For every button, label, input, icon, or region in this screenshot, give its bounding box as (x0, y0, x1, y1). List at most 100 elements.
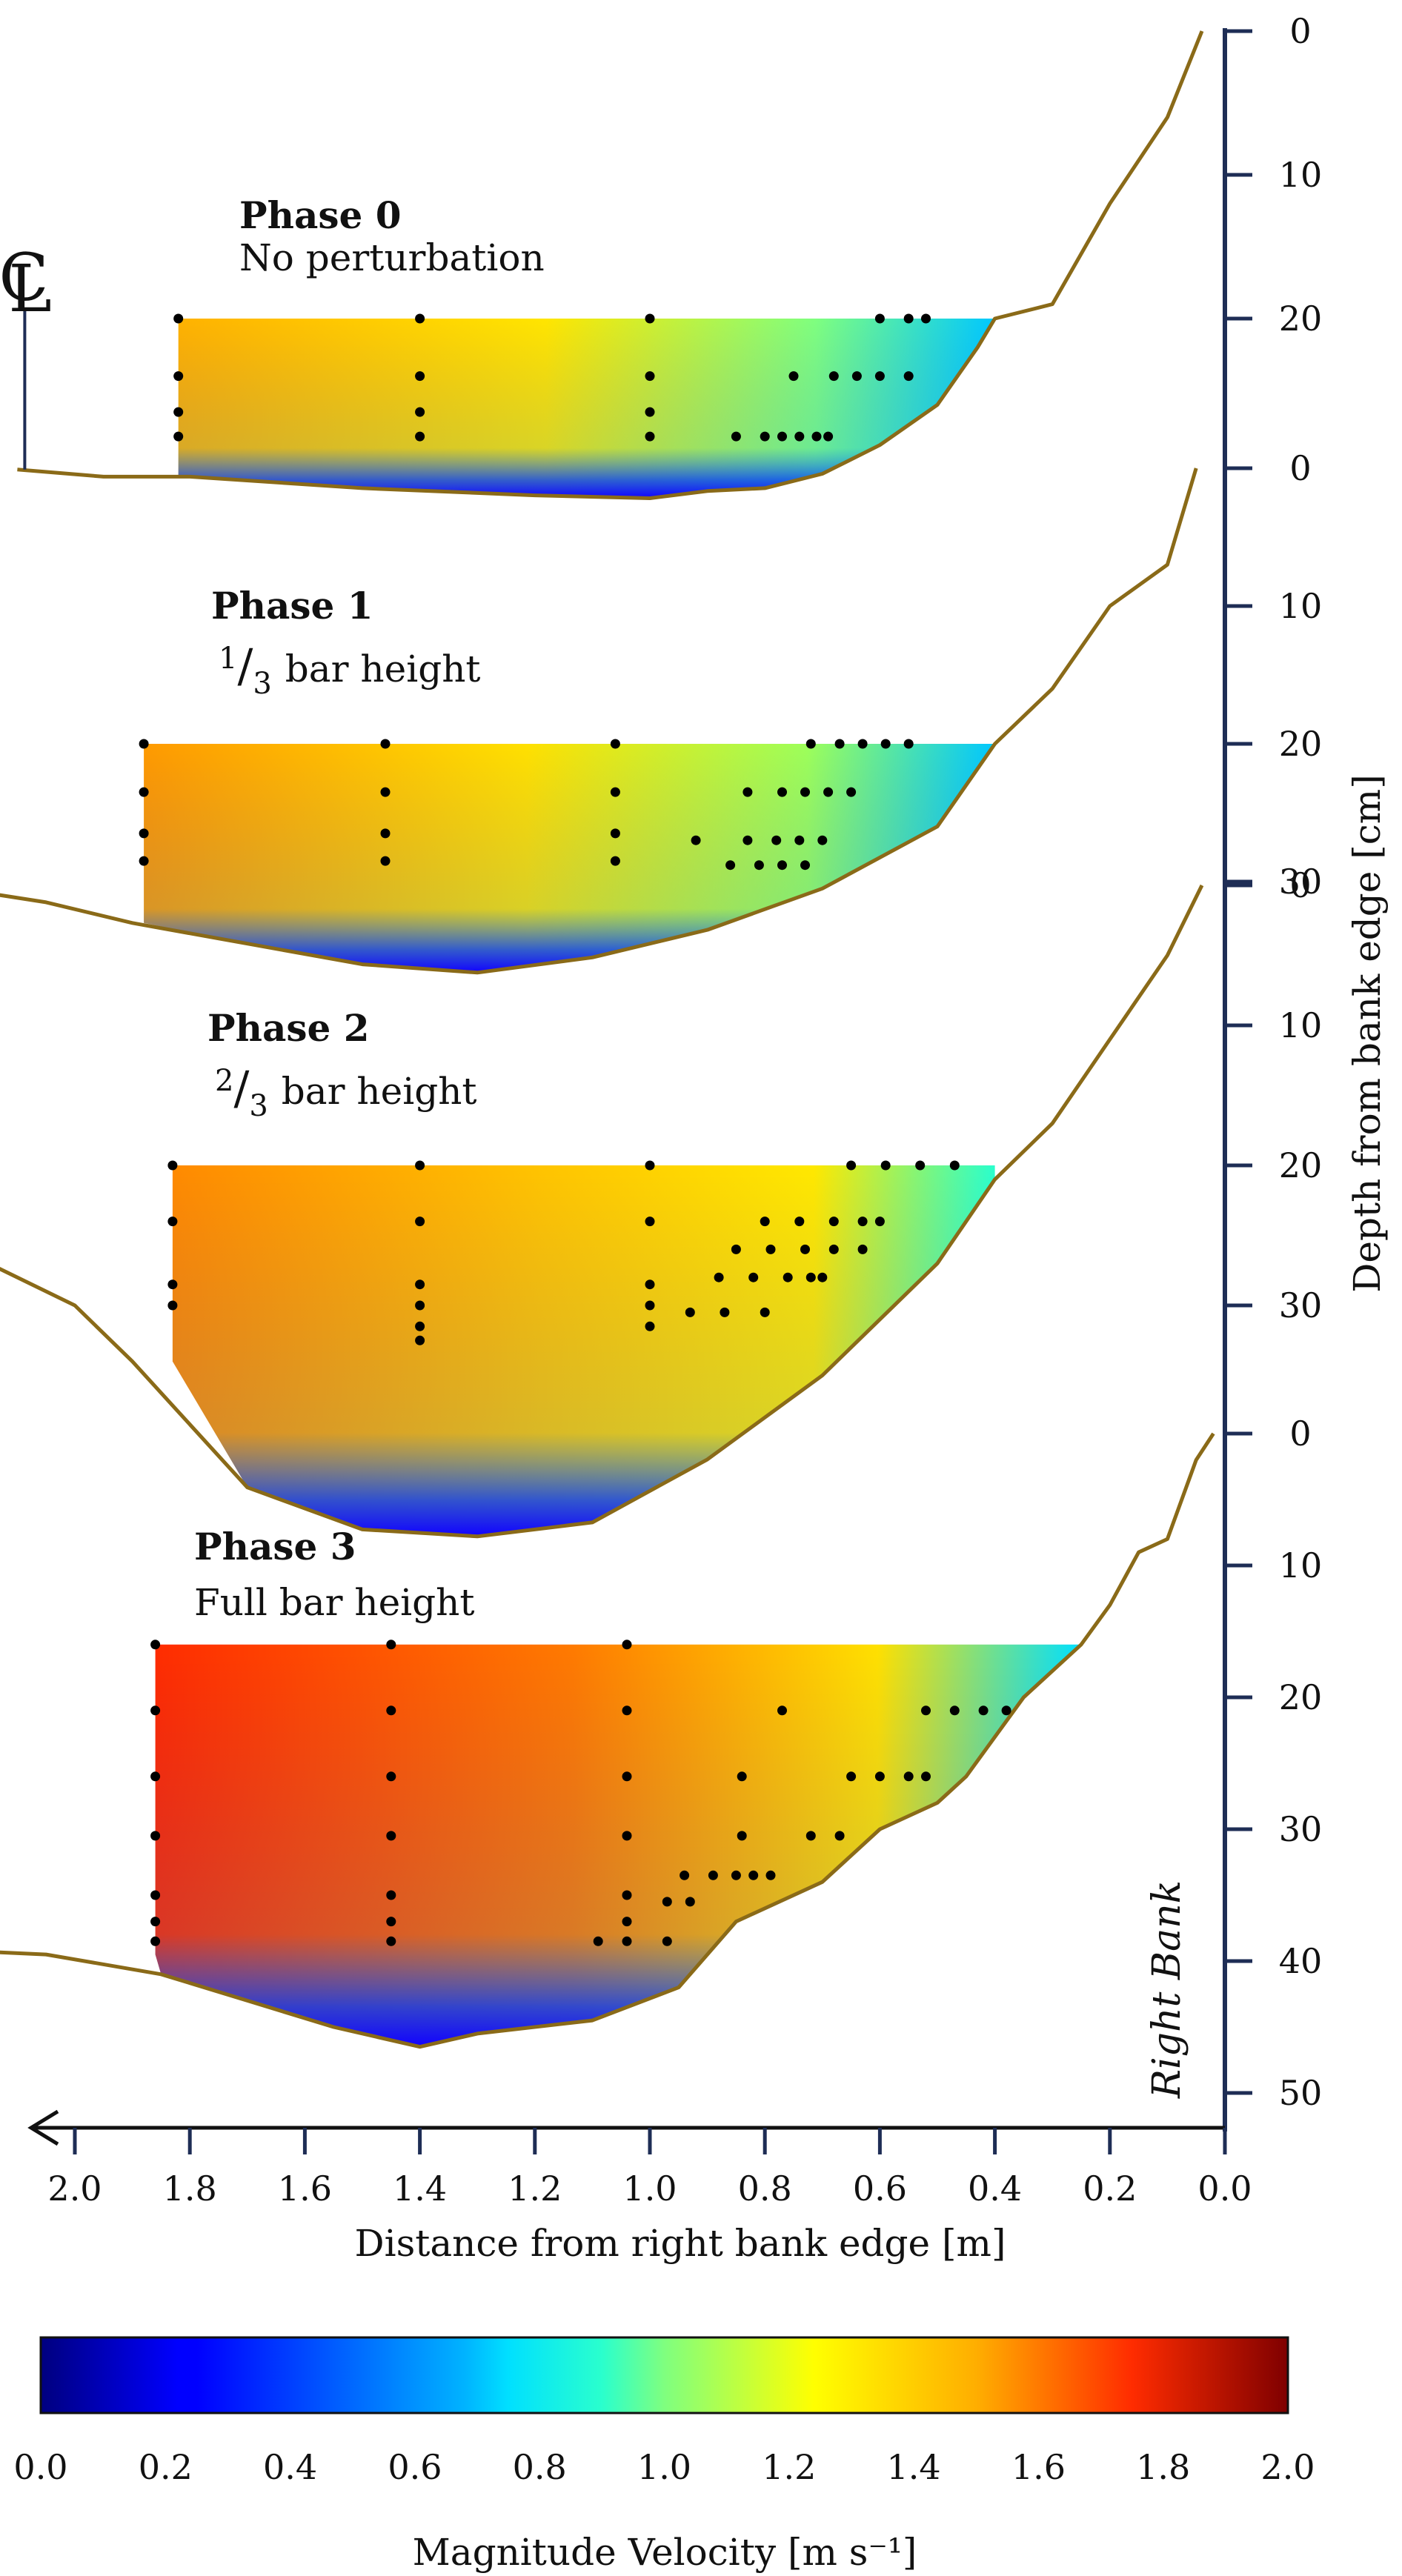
measurement-point (765, 1870, 776, 1880)
measurement-point (173, 431, 184, 442)
measurement-point (150, 1705, 161, 1716)
measurement-point (610, 739, 620, 749)
measurement-point (150, 1890, 161, 1900)
depth-tick-label: 10 (1279, 1545, 1323, 1585)
measurement-point (805, 739, 816, 749)
velocity-field-bed-shading (172, 1165, 995, 1537)
measurement-point (851, 371, 862, 382)
measurement-point (921, 313, 931, 324)
depth-tick-label: 0 (1289, 865, 1311, 905)
velocity-field-bed-shading (144, 744, 995, 973)
colorbar-tick-label: 2.0 (1260, 2447, 1315, 2487)
measurement-point (386, 1917, 396, 1927)
measurement-point (415, 431, 425, 442)
measurement-point (949, 1160, 960, 1171)
depth-tick-label: 30 (1279, 1285, 1323, 1325)
measurement-point (1001, 1705, 1011, 1716)
colorbar-tick-label: 0.8 (513, 2447, 567, 2487)
measurement-point (788, 371, 799, 382)
measurement-point (685, 1307, 695, 1317)
measurement-point (834, 1831, 845, 1841)
depth-tick-label: 30 (1279, 1809, 1323, 1849)
measurement-point (415, 1160, 425, 1171)
measurement-point (731, 431, 741, 442)
measurement-point (150, 1831, 161, 1841)
measurement-point (742, 787, 753, 797)
measurement-point (380, 787, 391, 797)
phase-subtitle: No perturbation (239, 236, 545, 279)
measurement-point (386, 1890, 396, 1900)
depth-tick-label: 10 (1279, 586, 1323, 626)
measurement-point (874, 371, 885, 382)
measurement-point (846, 1771, 857, 1782)
measurement-point (737, 1831, 747, 1841)
measurement-point (173, 371, 184, 382)
measurement-point (765, 1244, 776, 1254)
measurement-point (857, 1244, 868, 1254)
measurement-point (805, 1831, 816, 1841)
axis-arrow-head (27, 2109, 59, 2146)
measurement-point (415, 313, 425, 324)
measurement-point (662, 1936, 672, 1946)
measurement-point (828, 1244, 839, 1254)
measurement-point (645, 1321, 655, 1331)
measurement-point (748, 1272, 759, 1282)
phase-title: Phase 0 (239, 193, 402, 237)
measurement-point (415, 1321, 425, 1331)
measurement-point (645, 313, 655, 324)
depth-tick-label: 10 (1279, 155, 1323, 195)
measurement-point (622, 1705, 632, 1716)
measurement-point (777, 431, 787, 442)
measurement-point (662, 1897, 672, 1907)
fraction-slash: / (233, 1061, 249, 1115)
phase-subtitle: 1/3 bar height (219, 639, 481, 701)
measurement-point (386, 1705, 396, 1716)
measurement-point (828, 1217, 839, 1227)
measurement-point (748, 1870, 759, 1880)
panel-phase-0: CL Phase 0No perturbation (0, 30, 1204, 500)
x-tick-label: 1.0 (622, 2169, 677, 2209)
measurement-point (622, 1890, 632, 1900)
measurement-point (949, 1705, 960, 1716)
measurement-point (794, 835, 805, 845)
colorbar-tick-label: 1.6 (1011, 2447, 1066, 2487)
x-tick-label: 0.6 (853, 2169, 907, 2209)
phase-title: Phase 2 (207, 1006, 370, 1050)
measurement-point (880, 739, 891, 749)
centerline-label-L: L (8, 250, 51, 327)
measurement-point (173, 313, 184, 324)
phase-title: Phase 1 (211, 584, 373, 628)
measurement-point (828, 371, 839, 382)
measurement-point (680, 1870, 690, 1880)
measurement-point (857, 1217, 868, 1227)
measurement-point (714, 1272, 724, 1282)
measurement-point (783, 1272, 793, 1282)
measurement-point (760, 1307, 770, 1317)
right-bank-label: Right Bank (1145, 1880, 1189, 2099)
y-axis-title: Depth from bank edge [cm] (1346, 774, 1389, 1292)
depth-tick-label: 20 (1279, 299, 1323, 339)
measurement-point (777, 860, 787, 871)
measurement-point (645, 1160, 655, 1171)
x-tick-label: 0.0 (1197, 2169, 1252, 2209)
depth-tick-label: 10 (1279, 1005, 1323, 1045)
measurement-point (415, 407, 425, 417)
measurement-point (742, 835, 753, 845)
measurement-point (415, 1335, 425, 1345)
colorbar-tick-label: 0.2 (139, 2447, 193, 2487)
measurement-point (386, 1831, 396, 1841)
measurement-point (622, 1831, 632, 1841)
measurement-point (593, 1936, 603, 1946)
measurement-point (708, 1870, 718, 1880)
x-axis-title: Distance from right bank edge [m] (355, 2222, 1006, 2265)
colorbar-gradient (39, 2336, 1289, 2414)
colorbar-tick-label: 0.0 (13, 2447, 67, 2487)
bed-profile-line (0, 467, 1198, 975)
measurement-point (415, 1279, 425, 1290)
measurement-point (771, 835, 782, 845)
depth-tick-label: 0 (1289, 11, 1311, 51)
measurement-point (622, 1771, 632, 1782)
measurement-point (823, 431, 834, 442)
